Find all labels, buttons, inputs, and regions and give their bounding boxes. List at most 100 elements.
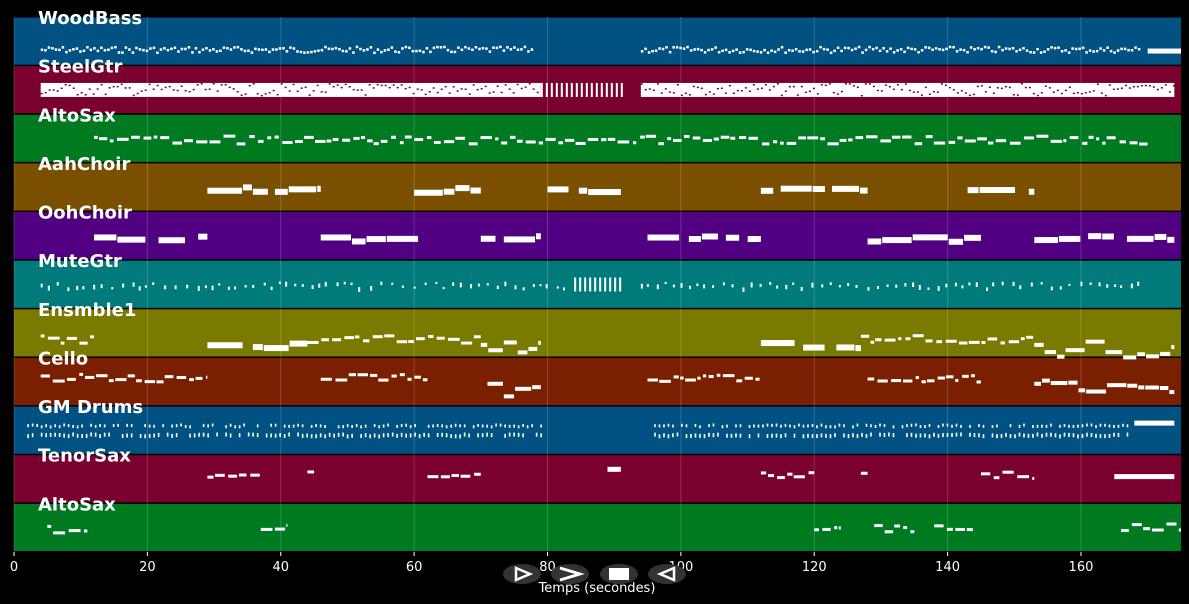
note <box>252 344 263 351</box>
note <box>760 187 774 194</box>
note <box>1139 142 1148 146</box>
note <box>1095 433 1097 438</box>
note <box>405 423 407 427</box>
note <box>870 424 872 428</box>
note <box>607 137 616 141</box>
note <box>370 373 378 377</box>
note <box>675 46 679 49</box>
note <box>920 49 924 52</box>
note <box>390 46 394 49</box>
note <box>777 476 785 480</box>
note <box>380 139 388 143</box>
note <box>978 433 980 438</box>
note <box>820 433 823 438</box>
note <box>968 282 971 286</box>
note <box>878 49 882 53</box>
rewind-button[interactable] <box>648 564 686 584</box>
note <box>1068 380 1078 385</box>
note <box>370 285 373 291</box>
note <box>471 48 474 52</box>
note <box>229 423 232 427</box>
note-gap <box>896 84 899 86</box>
note <box>204 285 207 289</box>
note <box>927 46 931 50</box>
note-gap <box>1060 92 1063 95</box>
note <box>780 424 782 428</box>
note <box>784 433 787 438</box>
tick-label: 140 <box>935 560 960 575</box>
note <box>122 283 125 288</box>
note <box>812 186 825 193</box>
note <box>793 433 796 438</box>
note <box>367 139 373 143</box>
note <box>1068 283 1071 286</box>
note <box>531 424 533 428</box>
note-gap <box>292 83 295 86</box>
note <box>1114 284 1117 288</box>
note-gap <box>528 82 531 85</box>
note <box>891 379 902 383</box>
note <box>441 432 443 437</box>
note <box>730 136 736 140</box>
note <box>423 432 425 437</box>
note <box>247 432 250 437</box>
note <box>211 285 214 291</box>
note-gap <box>676 83 679 86</box>
note-gap <box>1100 92 1103 94</box>
note <box>668 50 672 54</box>
note-gap <box>1152 86 1155 88</box>
note-gap <box>268 91 271 94</box>
note <box>1060 49 1064 53</box>
note <box>252 432 254 437</box>
note <box>528 346 538 351</box>
note <box>787 48 791 52</box>
note-gap <box>868 83 871 85</box>
note <box>285 281 288 287</box>
note <box>504 433 506 438</box>
note <box>283 424 286 428</box>
tick-label: 40 <box>272 560 289 575</box>
note <box>656 284 659 290</box>
note <box>1057 354 1065 359</box>
note-gap <box>1016 94 1019 96</box>
note <box>488 50 492 53</box>
note <box>429 50 432 54</box>
note-gap <box>892 88 895 91</box>
play-button[interactable] <box>503 564 541 584</box>
note <box>1059 424 1061 428</box>
note <box>1042 378 1050 383</box>
note <box>52 379 65 383</box>
note-gap <box>360 89 363 91</box>
note-gap <box>1080 92 1083 95</box>
note <box>959 341 968 345</box>
note-gap <box>1072 92 1075 95</box>
note-gap <box>436 91 439 94</box>
track-label: MuteGtr <box>38 251 122 272</box>
note <box>736 379 743 383</box>
note <box>784 423 787 427</box>
stop-button[interactable] <box>600 564 638 584</box>
note-gap <box>804 91 807 94</box>
note <box>1104 423 1106 427</box>
note <box>910 432 913 437</box>
note-gap <box>344 83 347 86</box>
note <box>282 47 285 50</box>
note-gap <box>224 84 227 86</box>
note <box>682 47 686 50</box>
note <box>413 286 416 289</box>
note <box>333 433 335 438</box>
note <box>1041 433 1043 438</box>
note <box>332 138 339 142</box>
note <box>825 433 827 438</box>
note <box>103 48 107 52</box>
note <box>1082 141 1088 145</box>
note <box>604 277 607 292</box>
note <box>503 394 515 399</box>
forward-button[interactable] <box>551 564 589 584</box>
tick-label: 60 <box>406 560 423 575</box>
note <box>997 45 1001 49</box>
note-gap <box>1052 91 1055 93</box>
note <box>184 425 187 429</box>
note <box>852 425 854 429</box>
